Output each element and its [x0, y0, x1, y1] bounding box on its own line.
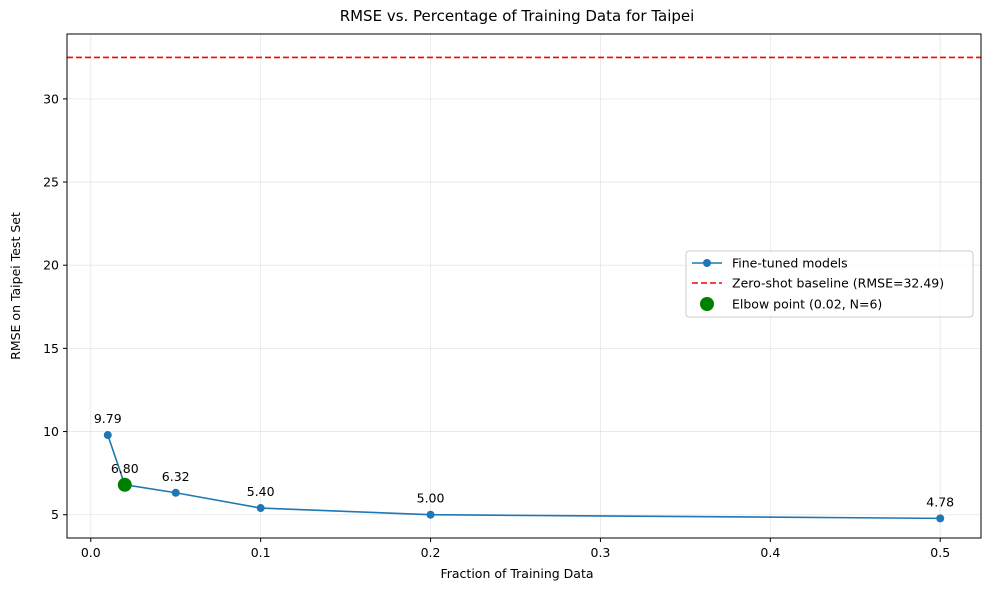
data-point-label: 5.00: [417, 491, 445, 506]
y-tick-label: 15: [43, 341, 59, 356]
fine-tuned-data-point: [426, 510, 435, 519]
y-tick-label: 20: [43, 258, 59, 273]
legend-fine-tuned-label: Fine-tuned models: [732, 256, 848, 271]
y-tick-label: 5: [51, 507, 59, 522]
x-tick-label: 0.2: [421, 545, 441, 560]
legend-baseline-label: Zero-shot baseline (RMSE=32.49): [732, 276, 944, 291]
data-point-label: 9.79: [94, 411, 122, 426]
fine-tuned-data-point: [171, 488, 180, 497]
data-point-label: 5.40: [247, 484, 275, 499]
legend-entry-fine-tuned: Fine-tuned models: [692, 256, 848, 271]
data-point-label: 4.78: [926, 494, 954, 509]
y-tick-label: 25: [43, 175, 59, 190]
x-tick-label: 0.3: [591, 545, 611, 560]
fine-tuned-data-point: [936, 514, 945, 523]
y-tick-label: 10: [43, 424, 59, 439]
x-tick-label: 0.1: [251, 545, 271, 560]
y-axis-ticks: 5 10 15 20 25 30: [43, 91, 67, 522]
fine-tuned-series-line: [107, 434, 941, 520]
x-axis-label: Fraction of Training Data: [440, 566, 593, 581]
legend-box: [685, 250, 974, 318]
series-layer: [103, 431, 945, 523]
fine-tuned-data-point: [256, 504, 265, 513]
fine-tuned-data-point: [103, 431, 112, 440]
x-axis-ticks: 0.0 0.1 0.2 0.3 0.4 0.5: [81, 538, 950, 560]
x-tick-label: 0.0: [81, 545, 101, 560]
data-labels: 9.79 6.80 6.32 5.40 5.00 4.78: [94, 411, 954, 509]
y-axis-label: RMSE on Taipei Test Set: [8, 212, 23, 360]
elbow-point-marker: [117, 477, 132, 492]
legend-fine-tuned-marker: [703, 259, 711, 267]
data-point-label: 6.80: [111, 461, 139, 476]
highlight-layer: [117, 477, 132, 492]
legend-elbow-marker: [700, 297, 714, 311]
y-tick-label: 30: [43, 91, 59, 106]
data-point-label: 6.32: [162, 469, 190, 484]
chart-title: RMSE vs. Percentage of Training Data for…: [340, 7, 695, 25]
x-tick-label: 0.4: [760, 545, 780, 560]
legend-elbow-label: Elbow point (0.02, N=6): [732, 297, 882, 312]
legend-entry-baseline: Zero-shot baseline (RMSE=32.49): [692, 276, 944, 291]
legend: Fine-tuned models Zero-shot baseline (RM…: [685, 250, 974, 318]
plot-frame: [66, 33, 982, 539]
legend-entry-elbow: Elbow point (0.02, N=6): [700, 297, 882, 312]
x-tick-label: 0.5: [930, 545, 950, 560]
